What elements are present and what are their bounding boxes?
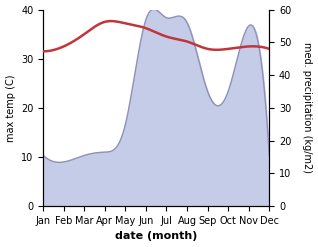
Y-axis label: med. precipitation (kg/m2): med. precipitation (kg/m2): [302, 42, 313, 173]
X-axis label: date (month): date (month): [115, 231, 197, 242]
Y-axis label: max temp (C): max temp (C): [5, 74, 16, 142]
